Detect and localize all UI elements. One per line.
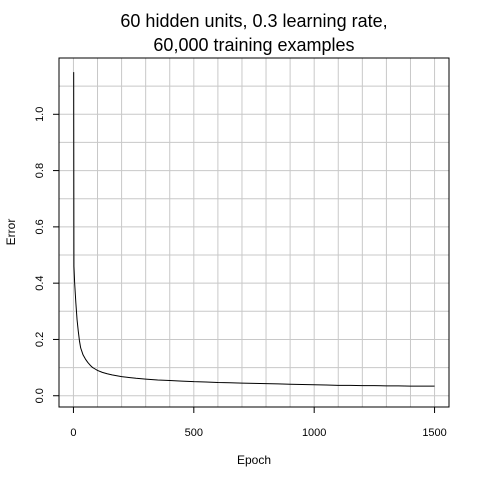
plot-frame xyxy=(58,57,450,408)
y-tick-label-4: 0.8 xyxy=(34,163,46,178)
y-tick-label-1: 0.2 xyxy=(34,332,46,347)
y-tick-label-2: 0.4 xyxy=(34,276,46,291)
x-tick-label-1: 500 xyxy=(185,427,203,439)
y-tick-label-3: 0.6 xyxy=(34,219,46,234)
x-axis: 0 500 1000 1500 xyxy=(70,407,447,439)
x-tick-label-3: 1500 xyxy=(422,427,446,439)
x-tick-label-2: 1000 xyxy=(302,427,326,439)
y-tick-label-0: 0.0 xyxy=(34,388,46,403)
grid xyxy=(59,58,449,407)
x-tick-label-0: 0 xyxy=(70,427,76,439)
chart-title-line-2: 60,000 training examples xyxy=(153,35,354,55)
chart-title: 60 hidden units, 0.3 learning rate, 60,0… xyxy=(120,11,387,55)
x-axis-label: Epoch xyxy=(237,453,271,467)
y-tick-label-5: 1.0 xyxy=(34,107,46,122)
series-group xyxy=(73,72,435,387)
y-axis-label: Error xyxy=(4,219,18,246)
chart-title-line-1: 60 hidden units, 0.3 learning rate, xyxy=(120,11,387,31)
y-axis: 0.0 0.2 0.4 0.6 0.8 1.0 xyxy=(34,107,59,403)
error-line-series-0 xyxy=(73,72,435,387)
